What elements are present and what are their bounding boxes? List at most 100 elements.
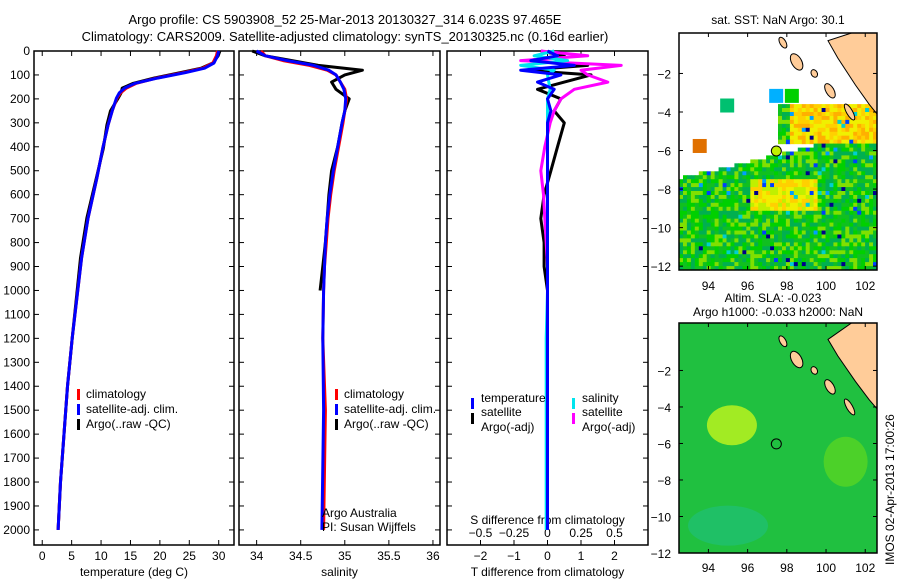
map-cell: [706, 187, 712, 192]
map-cell: [865, 222, 870, 228]
map-cell: [726, 226, 731, 232]
map-cell: [813, 195, 819, 200]
map-cell: [797, 167, 803, 172]
map-cell: [837, 254, 842, 259]
map-cell: [774, 163, 779, 168]
map-cell: [809, 151, 815, 156]
map-cell: [857, 119, 862, 125]
map-cell: [698, 226, 704, 232]
map-cell: [825, 155, 830, 160]
map-cell: [821, 202, 827, 208]
map-cell: [710, 218, 716, 224]
map-cell: [714, 250, 720, 255]
map-cell: [801, 195, 807, 200]
map-cell: [813, 119, 819, 125]
map-cell: [861, 238, 866, 243]
map-cell: [730, 191, 735, 196]
argo-position-marker: [770, 438, 782, 450]
map-cell: [797, 147, 803, 153]
map-cell: [845, 171, 850, 176]
map-cell: [690, 218, 696, 224]
map-cell: [698, 198, 704, 204]
map-cell: [774, 242, 779, 247]
map-cell: [754, 246, 759, 251]
map-cell: [766, 230, 771, 235]
map-cell: [853, 108, 858, 113]
map-cell: [805, 127, 811, 133]
map-cell: [714, 214, 720, 220]
map-cell: [785, 127, 791, 133]
map-cell: [785, 210, 791, 216]
map-cell: [825, 242, 830, 247]
map-cell: [857, 127, 862, 133]
map-cell: [778, 127, 783, 133]
map-cell: [853, 210, 858, 216]
map-cell: [873, 218, 878, 224]
map-cell: [758, 171, 763, 176]
map-cell: [809, 123, 815, 129]
map-cell: [774, 226, 779, 232]
map-cell: [734, 230, 739, 235]
map-cell: [797, 135, 803, 141]
map-cell: [698, 183, 704, 188]
map-cell: [734, 246, 739, 251]
lon-tick-label: 98: [780, 279, 794, 293]
legend-swatch: [572, 413, 575, 424]
map-cell: [758, 163, 763, 168]
map-cell: [809, 262, 815, 267]
map-cell: [726, 183, 731, 188]
map-cell: [782, 104, 787, 109]
map-cell: [841, 143, 846, 149]
legend-label: satellite-adj. clim.: [344, 402, 436, 416]
map-cell: [873, 131, 878, 137]
map-cell: [789, 167, 795, 172]
map-cell: [817, 191, 823, 196]
map-cell: [813, 171, 819, 176]
legend-label: satellite: [481, 405, 522, 419]
map-cell: [762, 214, 767, 220]
map-cell: [853, 262, 858, 267]
map-cell: [829, 163, 834, 168]
map-cell: [837, 155, 842, 160]
map-cell: [784, 88, 799, 103]
map-cell: [809, 198, 815, 204]
map-cell: [833, 112, 838, 117]
map-cell: [829, 131, 834, 137]
map-cell: [829, 210, 834, 216]
map-cell: [841, 218, 846, 224]
map-cell: [730, 258, 735, 263]
map-cell: [789, 250, 795, 255]
map-cell: [845, 250, 850, 255]
map-cell: [801, 159, 807, 164]
map-cell: [698, 214, 704, 220]
map-cell: [805, 230, 811, 235]
map-cell: [833, 187, 838, 192]
map-cell: [770, 202, 775, 208]
map-cell: [738, 175, 743, 180]
map-cell: [726, 222, 731, 228]
map-cell: [782, 163, 787, 168]
map-cell: [821, 143, 827, 149]
map-cell: [825, 210, 830, 216]
map-cell: [698, 238, 704, 243]
map-cell: [706, 246, 712, 251]
map-cell: [706, 210, 712, 216]
map-cell: [873, 234, 878, 239]
map-cell: [861, 104, 866, 109]
lon-tick-label: 100: [816, 279, 836, 293]
map-cell: [833, 218, 838, 224]
map-cell: [785, 226, 791, 232]
map-cell: [857, 135, 862, 141]
map-cell: [750, 230, 755, 235]
map-cell: [853, 266, 858, 271]
map-cell: [865, 179, 870, 184]
map-cell: [702, 202, 708, 208]
map-cell: [706, 183, 712, 188]
map-cell: [730, 214, 735, 220]
map-cell: [770, 214, 775, 220]
map-cell: [758, 230, 763, 235]
map-cell: [782, 179, 787, 184]
map-cell: [793, 159, 799, 164]
map-cell: [813, 258, 819, 263]
map-cell: [801, 234, 807, 239]
